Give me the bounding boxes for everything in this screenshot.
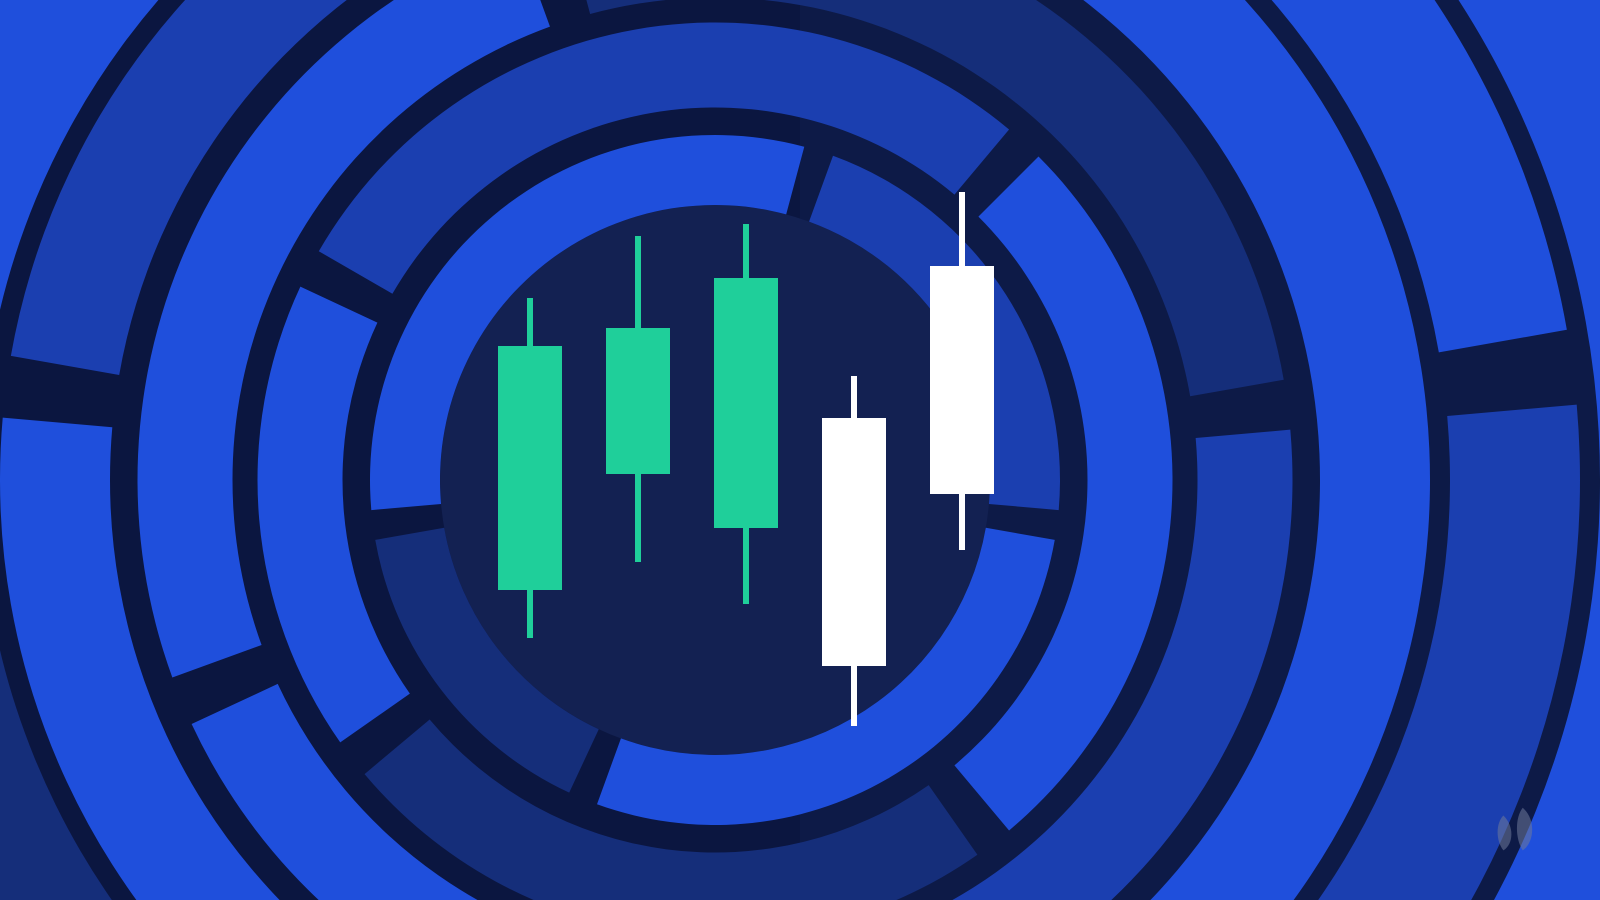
brand-logo-icon: [1486, 802, 1544, 860]
candlestick-chart: [0, 0, 1600, 900]
candlestick-body: [498, 346, 562, 590]
candlestick-body: [714, 278, 778, 528]
candlestick: [606, 0, 670, 900]
candlestick-body: [822, 418, 886, 666]
candlestick: [714, 0, 778, 900]
candlestick: [498, 0, 562, 900]
candlestick-body: [606, 328, 670, 474]
candlestick: [930, 0, 994, 900]
infographic-canvas: [0, 0, 1600, 900]
candlestick: [822, 0, 886, 900]
candlestick-body: [930, 266, 994, 494]
